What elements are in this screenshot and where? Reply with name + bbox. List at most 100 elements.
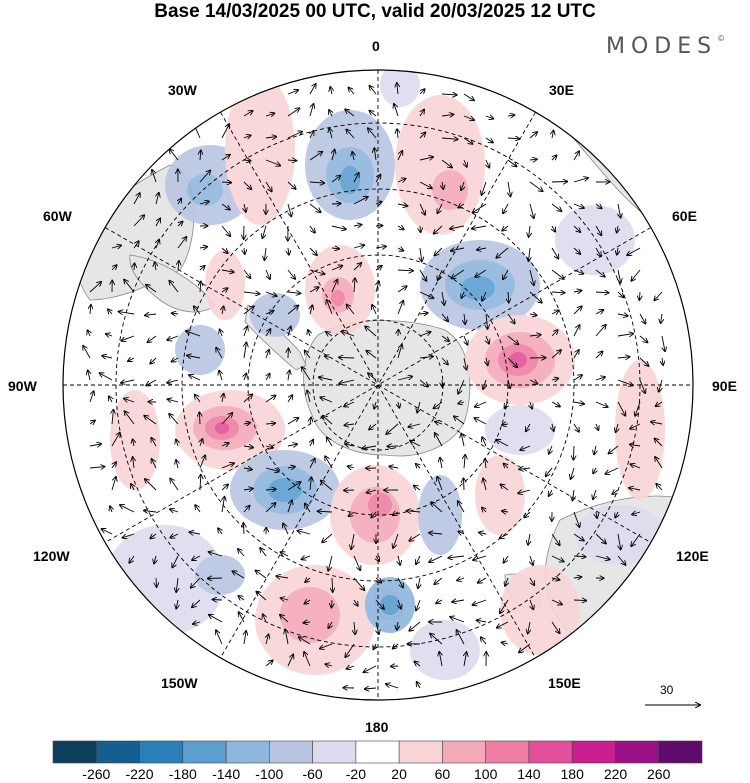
wind-arrow: [617, 314, 628, 316]
wind-arrow: [265, 269, 270, 279]
colorbar-tick-label: -60: [302, 766, 323, 782]
wind-arrow: [475, 269, 487, 277]
wind-arrow: [573, 225, 580, 232]
wind-arrow: [529, 132, 537, 139]
wind-arrow: [457, 578, 465, 581]
wind-arrow: [464, 652, 467, 667]
wind-arrow: [102, 529, 113, 535]
wind-arrow: [662, 335, 665, 351]
wind-arrow: [256, 571, 267, 579]
wind-arrow: [573, 511, 580, 527]
wind-arrow: [187, 356, 201, 359]
wind-arrow: [632, 512, 641, 515]
reference-vector-label: 30: [660, 683, 674, 697]
wind-arrow: [629, 488, 641, 490]
wind-arrow: [414, 486, 421, 490]
anomaly-blob: [380, 595, 400, 615]
wind-arrow: [552, 225, 555, 232]
wind-arrow: [595, 292, 609, 293]
colorbar: [52, 740, 703, 764]
wind-arrow: [595, 377, 605, 380]
wind-arrow: [530, 555, 533, 565]
wind-arrow: [309, 247, 317, 255]
anomaly-blob: [195, 555, 245, 595]
wind-arrow: [635, 401, 641, 416]
wind-arrow: [200, 266, 205, 270]
wind-arrow: [169, 414, 179, 425]
colorbar-tick-label: 140: [517, 766, 541, 782]
colorbar-swatch: [658, 740, 703, 764]
wind-arrow: [308, 330, 310, 337]
wind-arrow: [419, 157, 433, 160]
wind-arrow: [348, 466, 355, 468]
wind-arrow: [344, 424, 355, 425]
wind-arrow: [457, 630, 465, 645]
lon-label-30w: 30W: [168, 82, 197, 98]
wind-arrow: [367, 490, 377, 493]
wind-arrow: [83, 346, 91, 359]
wind-arrow: [605, 467, 619, 474]
wind-arrow: [287, 160, 296, 161]
wind-arrow: [376, 555, 379, 561]
wind-arrow: [144, 416, 157, 425]
wind-arrow: [573, 600, 586, 601]
wind-arrow: [243, 269, 251, 278]
wind-arrow: [408, 424, 421, 427]
map-field: [63, 70, 693, 700]
wind-arrow: [483, 479, 486, 491]
wind-arrow: [617, 334, 633, 336]
wind-arrow: [397, 577, 403, 587]
map-title: Base 14/03/2025 00 UTC, valid 20/03/2025…: [154, 1, 596, 22]
wind-arrow: [551, 401, 560, 407]
wind-arrow: [213, 600, 223, 601]
wind-arrow: [546, 467, 553, 476]
wind-arrow: [463, 93, 474, 100]
wind-arrow: [631, 533, 641, 546]
wind-arrow: [430, 634, 443, 645]
wind-arrow: [573, 325, 580, 337]
wind-arrow: [530, 599, 533, 609]
wind-arrow: [573, 577, 581, 578]
wind-arrow: [441, 357, 448, 365]
wind-arrow: [618, 203, 621, 218]
wind-arrow: [310, 305, 312, 315]
wind-arrow: [616, 423, 618, 432]
wind-arrow: [328, 555, 333, 571]
wind-arrow: [417, 401, 420, 413]
wind-arrow: [133, 193, 140, 205]
wind-arrow: [244, 631, 246, 645]
wind-arrow: [464, 159, 467, 167]
wind-arrow: [354, 599, 358, 606]
wind-arrow: [595, 351, 603, 359]
wind-arrow: [458, 379, 465, 394]
wind-arrow: [639, 291, 640, 300]
wind-arrow: [551, 247, 558, 259]
wind-arrow: [595, 269, 605, 277]
wind-arrow: [265, 113, 274, 116]
wind-arrow: [243, 135, 251, 138]
wind-arrow: [328, 621, 332, 628]
wind-arrow: [339, 379, 355, 384]
wind-arrow: [287, 482, 301, 491]
wind-arrow: [416, 464, 420, 468]
wind-arrow: [529, 314, 537, 315]
wind-arrow: [420, 110, 424, 117]
wind-arrow: [529, 335, 541, 336]
wind-arrow: [529, 269, 534, 285]
wind-arrow: [458, 501, 465, 513]
wind-arrow: [133, 241, 139, 249]
wind-arrow: [221, 155, 230, 161]
wind-arrow: [238, 549, 245, 557]
wind-arrow: [505, 577, 508, 586]
wind-arrow: [473, 555, 487, 560]
wind-arrow: [365, 326, 377, 337]
wind-arrow: [571, 467, 574, 479]
wind-arrow: [239, 612, 245, 623]
wind-arrow: [551, 203, 562, 211]
wind-arrow: [176, 460, 178, 469]
wind-arrow: [440, 458, 442, 469]
colorbar-swatch: [268, 740, 313, 764]
wind-arrow: [397, 129, 398, 139]
colorbar-swatch: [182, 740, 227, 764]
